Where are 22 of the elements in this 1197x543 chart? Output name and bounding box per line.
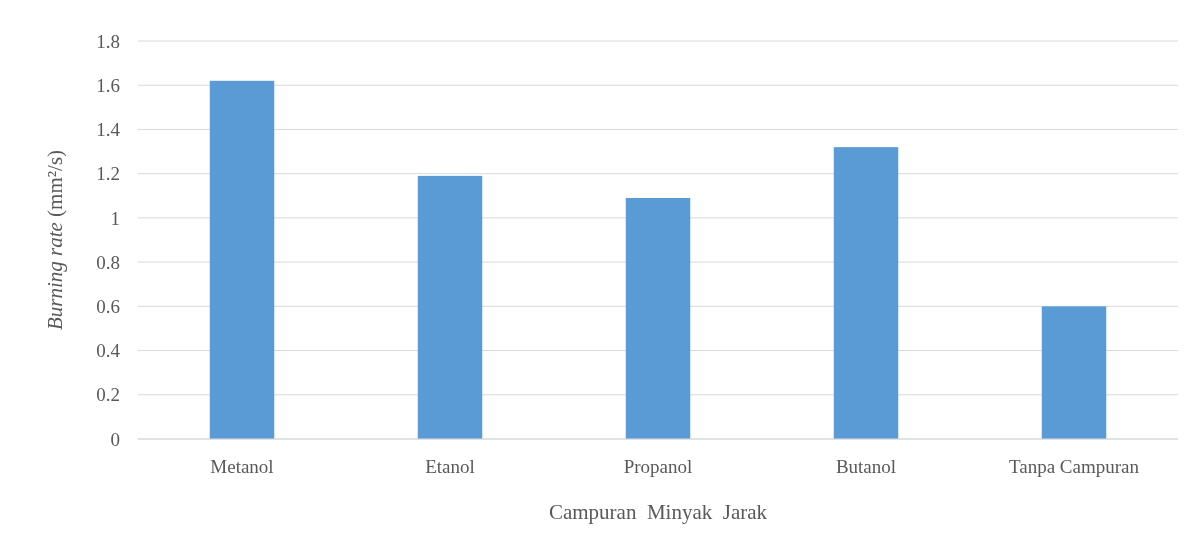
y-tick-label: 0.6 [96, 295, 120, 317]
bar [209, 80, 275, 439]
x-tick-label: Metanol [210, 456, 274, 477]
bar [417, 175, 483, 439]
bar [1041, 306, 1107, 439]
y-tick-label: 0.2 [96, 384, 120, 406]
y-tick-label: 1.8 [96, 30, 120, 52]
x-tick-label: Tanpa Campuran [1008, 456, 1140, 477]
y-tick-label: 0.8 [96, 251, 120, 273]
y-tick-label: 0 [110, 428, 120, 450]
x-axis-title: Campuran Minyak Jarak [548, 500, 768, 524]
y-tick-label: 0.4 [96, 340, 121, 362]
y-tick-label: 1 [110, 207, 120, 229]
x-tick-label: Butanol [835, 456, 897, 477]
x-tick-label: Etanol [425, 456, 475, 477]
bar [833, 147, 899, 439]
x-tick-label: Propanol [623, 456, 693, 477]
y-tick-label: 1.4 [96, 119, 121, 141]
bar [625, 197, 691, 439]
y-tick-label: 1.6 [96, 74, 120, 96]
y-tick-label: 1.2 [96, 163, 120, 185]
y-axis-title: Burning rate (mm²/s) [43, 149, 67, 331]
